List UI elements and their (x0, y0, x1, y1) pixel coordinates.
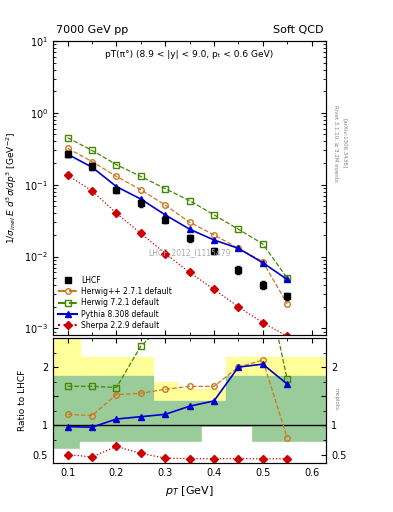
Text: Rivet 3.1.10, ≥ 3.2M events: Rivet 3.1.10, ≥ 3.2M events (334, 105, 338, 182)
Text: [arXiv:1306.3436]: [arXiv:1306.3436] (342, 118, 347, 168)
Text: 7000 GeV pp: 7000 GeV pp (56, 25, 128, 35)
Text: pT(π°) (8.9 < |y| < 9.0, pₜ < 0.6 GeV): pT(π°) (8.9 < |y| < 9.0, pₜ < 0.6 GeV) (105, 50, 274, 59)
X-axis label: $p_T$ [GeV]: $p_T$ [GeV] (165, 484, 214, 498)
Text: LHCF_2012_I1115479: LHCF_2012_I1115479 (149, 248, 231, 258)
Y-axis label: Ratio to LHCF: Ratio to LHCF (18, 370, 27, 431)
Legend: LHCF, Herwig++ 2.7.1 default, Herwig 7.2.1 default, Pythia 8.308 default, Sherpa: LHCF, Herwig++ 2.7.1 default, Herwig 7.2… (57, 274, 174, 332)
Text: mcplots.: mcplots. (334, 388, 338, 411)
Y-axis label: $1/\sigma_{inel}$ $E$ $d^3\sigma/dp^3$ [GeV$^{-2}$]: $1/\sigma_{inel}$ $E$ $d^3\sigma/dp^3$ [… (4, 132, 18, 244)
Text: Soft QCD: Soft QCD (273, 25, 323, 35)
